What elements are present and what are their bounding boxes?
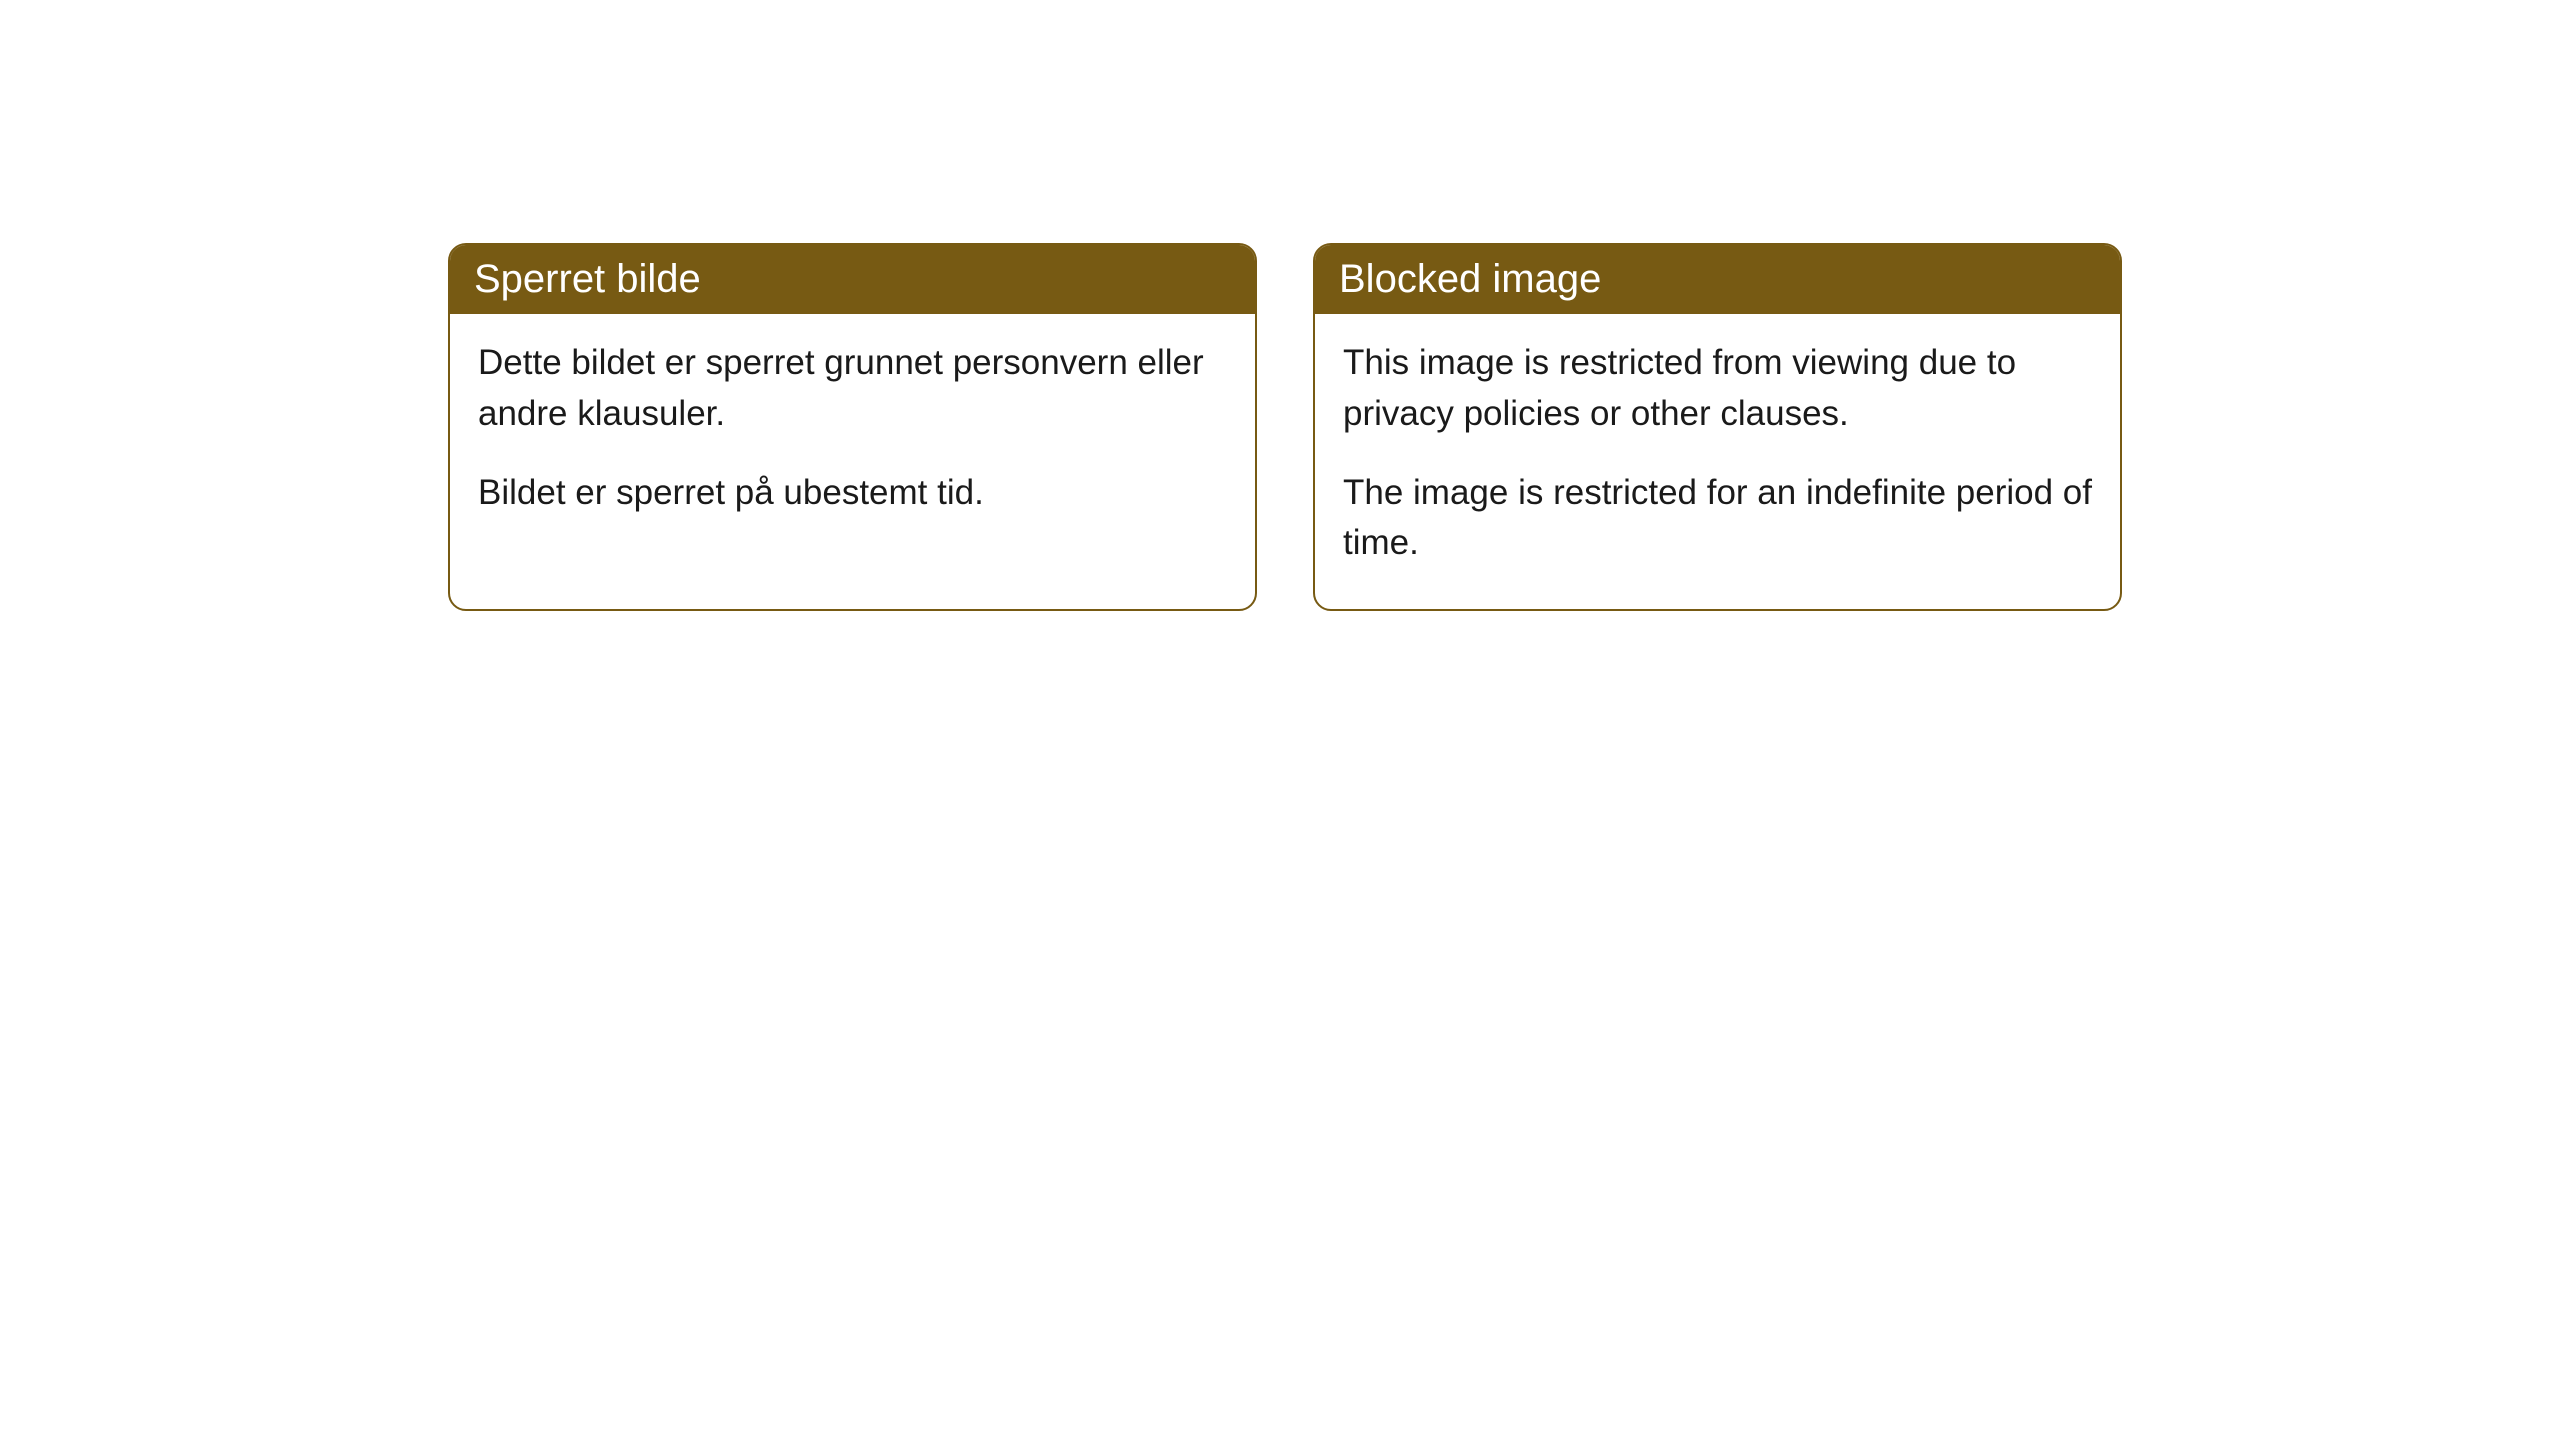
card-english: Blocked image This image is restricted f… — [1313, 243, 2122, 611]
card-header: Blocked image — [1315, 245, 2120, 314]
cards-container: Sperret bilde Dette bildet er sperret gr… — [448, 243, 2122, 611]
card-paragraph: The image is restricted for an indefinit… — [1343, 468, 2092, 570]
card-title: Blocked image — [1339, 257, 1601, 301]
card-header: Sperret bilde — [450, 245, 1255, 314]
card-paragraph: This image is restricted from viewing du… — [1343, 338, 2092, 440]
card-paragraph: Dette bildet er sperret grunnet personve… — [478, 338, 1227, 440]
card-body: Dette bildet er sperret grunnet personve… — [450, 314, 1255, 558]
card-body: This image is restricted from viewing du… — [1315, 314, 2120, 609]
card-title: Sperret bilde — [474, 257, 701, 301]
card-norwegian: Sperret bilde Dette bildet er sperret gr… — [448, 243, 1257, 611]
card-paragraph: Bildet er sperret på ubestemt tid. — [478, 468, 1227, 519]
